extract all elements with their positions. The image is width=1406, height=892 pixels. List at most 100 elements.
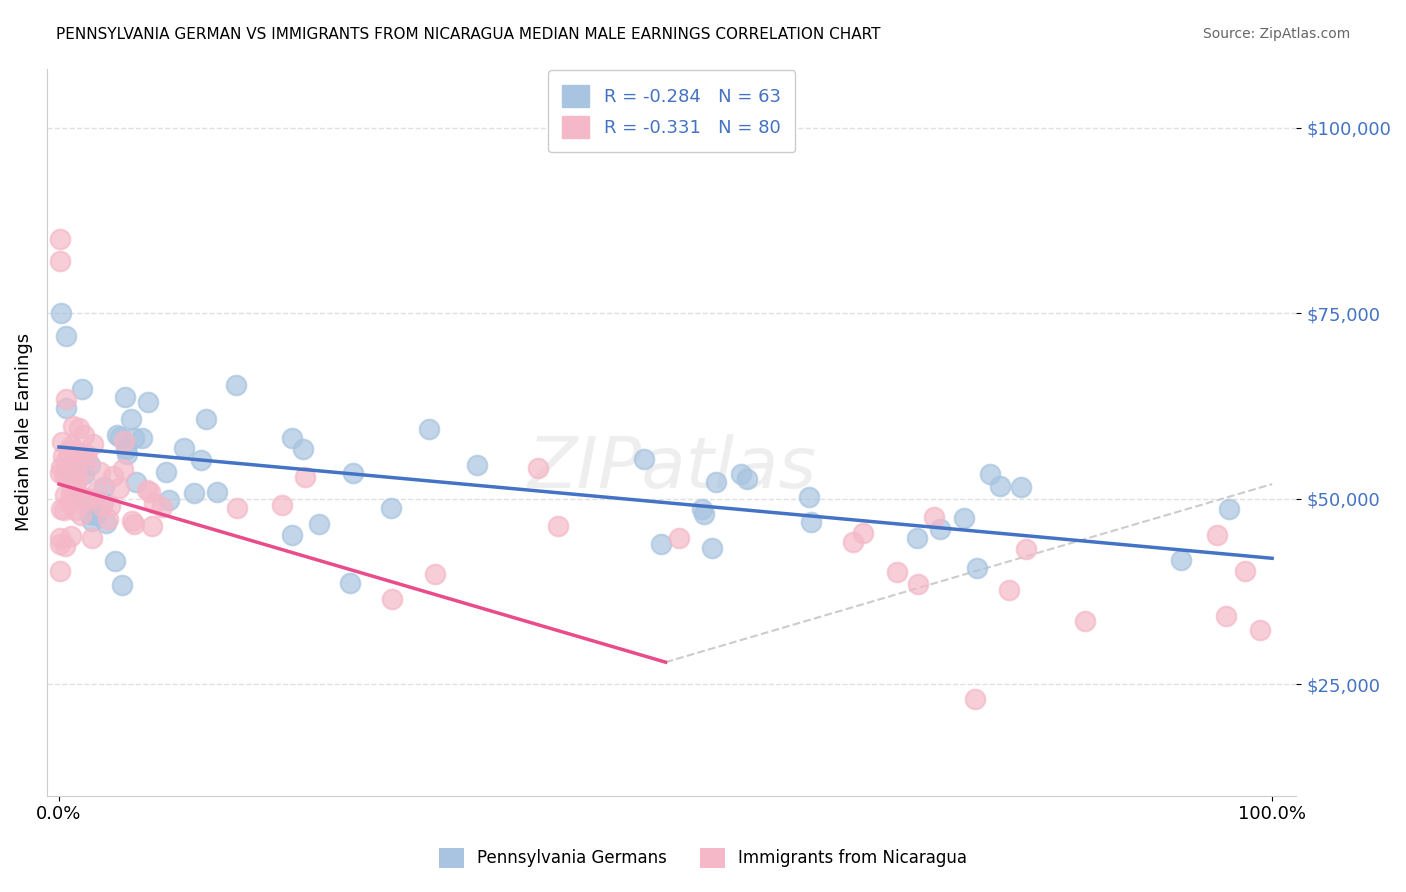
Point [59,485,82,500]
Point [226,500,249,515]
Point [76,452,98,467]
Point [157,493,180,508]
Point [122,432,145,446]
Point [107,427,129,442]
Point [292,442,315,456]
Point [75,447,97,461]
Point [49,502,72,516]
Point [53,540,76,554]
Point [205,485,228,500]
Point [91,495,114,509]
Point [51,435,73,450]
Point [1074,614,1097,628]
Point [80,492,103,507]
Point [928,522,950,536]
Point [93,480,115,494]
Point [55,328,77,343]
Point [114,390,136,404]
Point [112,462,135,476]
Point [155,465,177,479]
Point [53,468,76,483]
Point [693,507,716,521]
Point [49,232,72,246]
Point [49,564,72,578]
Point [136,395,159,409]
Point [700,541,723,555]
Point [1233,564,1256,578]
Point [998,582,1021,597]
Point [73,428,96,442]
Point [139,484,162,499]
Point [120,412,142,426]
Point [1010,480,1032,494]
Point [65,475,87,490]
Point [72,382,94,396]
Text: PENNSYLVANIA GERMAN VS IMMIGRANTS FROM NICARAGUA MEDIAN MALE EARNINGS CORRELATIO: PENNSYLVANIA GERMAN VS IMMIGRANTS FROM N… [56,27,880,42]
Point [1015,542,1038,557]
Point [59,439,82,453]
Point [59,528,82,542]
Point [1218,502,1240,516]
Point [79,507,101,521]
Point [62,418,84,433]
Point [70,446,93,460]
Point [526,461,548,475]
Point [108,481,131,495]
Point [104,554,127,568]
Point [907,577,929,591]
Point [465,458,488,473]
Point [65,485,87,500]
Point [112,434,135,448]
Point [58,495,80,509]
Point [342,467,364,481]
Point [94,516,117,530]
Point [842,535,865,549]
Point [80,514,103,528]
Point [143,495,166,509]
Point [91,500,114,514]
Y-axis label: Median Male Earnings: Median Male Earnings [15,333,32,532]
Point [115,442,138,457]
Point [966,560,988,574]
Point [52,450,75,464]
Text: ZIPatlas: ZIPatlas [527,434,815,503]
Point [70,490,93,504]
Point [84,508,107,522]
Point [799,515,821,529]
Point [101,468,124,483]
Point [62,443,84,458]
Point [1170,553,1192,567]
Point [110,430,132,444]
Point [51,460,73,475]
Point [73,467,96,482]
Point [281,431,304,445]
Point [131,431,153,445]
Point [86,483,108,498]
Point [53,488,76,502]
Point [150,500,173,514]
Point [194,412,217,426]
Point [1249,623,1271,637]
Point [67,471,90,485]
Point [141,519,163,533]
Point [49,466,72,480]
Point [56,469,79,483]
Point [294,470,316,484]
Point [730,467,752,481]
Point [82,437,104,451]
Point [55,401,77,415]
Point [988,479,1011,493]
Point [121,514,143,528]
Point [62,473,84,487]
Point [225,378,247,392]
Point [49,536,72,550]
Point [125,475,148,490]
Point [1205,528,1227,542]
Point [67,421,90,435]
Point [75,491,97,506]
Point [281,528,304,542]
Point [49,254,72,268]
Point [979,467,1001,481]
Point [65,465,87,479]
Point [547,519,569,533]
